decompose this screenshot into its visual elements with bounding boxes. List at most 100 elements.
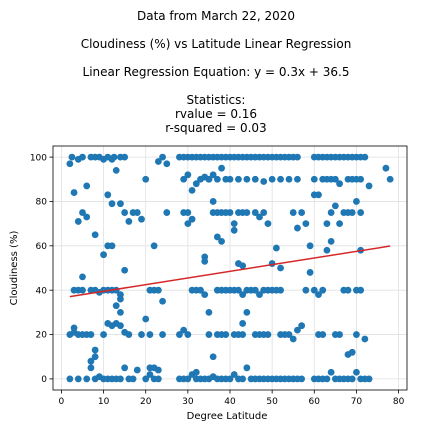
- data-point: [230, 371, 238, 378]
- data-point: [230, 220, 238, 228]
- y-axis-ticks: 0 20 40 60 80 100: [30, 153, 53, 385]
- data-point: [323, 375, 331, 383]
- data-point: [117, 308, 124, 316]
- data-point: [243, 209, 251, 216]
- data-point: [154, 375, 162, 383]
- data-point: [184, 171, 192, 179]
- data-point: [264, 331, 272, 338]
- data-point: [348, 209, 356, 216]
- data-point: [100, 251, 107, 259]
- data-point: [315, 291, 322, 299]
- data-point: [188, 186, 196, 194]
- data-point: [112, 167, 120, 174]
- data-point: [192, 368, 200, 376]
- data-point: [70, 189, 78, 196]
- data-point: [302, 220, 310, 228]
- data-point: [327, 368, 335, 376]
- data-point: [264, 220, 272, 228]
- regression-line-group: [69, 245, 391, 298]
- data-point: [361, 335, 369, 343]
- x-tick-label: 30: [182, 397, 194, 407]
- x-axis-label: Degree Latitude: [187, 411, 268, 422]
- data-point: [344, 286, 352, 294]
- data-point: [95, 153, 103, 161]
- data-point: [353, 198, 360, 205]
- x-axis-ticks: 0 10 20 30 40 50 60 70 80: [59, 390, 405, 407]
- data-point: [110, 153, 118, 161]
- data-point: [213, 175, 221, 183]
- data-point: [357, 209, 365, 216]
- data-point: [235, 286, 242, 294]
- data-point: [336, 180, 343, 188]
- data-point: [66, 375, 74, 383]
- data-point: [239, 375, 247, 383]
- data-point: [205, 175, 213, 183]
- data-point: [243, 364, 251, 372]
- data-point: [226, 209, 234, 216]
- data-point: [353, 331, 360, 338]
- data-point: [142, 175, 150, 183]
- data-point: [277, 175, 284, 183]
- data-point: [117, 291, 124, 299]
- data-point: [74, 375, 82, 383]
- data-point: [310, 175, 318, 183]
- data-point: [382, 164, 390, 172]
- data-point: [112, 302, 120, 310]
- data-point: [125, 331, 133, 338]
- data-point: [176, 331, 183, 338]
- data-point: [184, 375, 192, 383]
- data-point: [154, 158, 162, 165]
- x-tick-label: 0: [59, 397, 65, 407]
- data-point: [327, 237, 335, 245]
- y-tick-label: 100: [30, 153, 47, 163]
- data-point: [226, 375, 234, 383]
- data-point: [87, 357, 95, 365]
- data-point: [331, 202, 339, 210]
- data-point: [285, 175, 293, 183]
- data-point: [138, 215, 145, 223]
- x-tick-label: 10: [98, 397, 110, 407]
- data-point: [104, 191, 112, 199]
- data-point: [70, 286, 78, 294]
- chart-title-equation: Linear Regression Equation: y = 0.3x + 3…: [82, 65, 350, 79]
- chart-title-rvalue: rvalue = 0.16: [174, 107, 258, 121]
- data-point: [323, 220, 331, 228]
- data-point: [184, 209, 192, 216]
- data-point: [235, 175, 242, 183]
- scatter-points: [66, 153, 394, 383]
- data-point: [180, 175, 188, 183]
- data-point: [268, 175, 276, 183]
- data-point: [163, 209, 171, 216]
- data-point: [83, 182, 91, 190]
- data-point: [142, 375, 150, 383]
- data-point: [319, 286, 327, 294]
- data-point: [159, 153, 166, 161]
- chart-title-main: Cloudiness (%) vs Latitude Linear Regres…: [80, 37, 352, 51]
- data-point: [327, 209, 335, 216]
- data-point: [79, 153, 86, 161]
- chart-title-statistics: Statistics:: [186, 93, 246, 107]
- chart-title-block: Data from March 22, 2020 Cloudiness (%) …: [0, 9, 432, 135]
- data-point: [184, 331, 192, 338]
- data-point: [205, 331, 213, 338]
- data-point: [87, 331, 95, 338]
- data-point: [197, 286, 204, 294]
- x-tick-label: 50: [266, 397, 278, 407]
- data-point: [117, 375, 124, 383]
- data-point: [213, 209, 221, 216]
- data-point: [83, 375, 91, 383]
- data-point: [289, 335, 297, 343]
- regression-line: [69, 245, 391, 298]
- data-point: [159, 297, 166, 305]
- data-point: [298, 322, 306, 330]
- data-point: [298, 209, 306, 216]
- data-point: [272, 244, 280, 252]
- data-point: [146, 371, 154, 378]
- data-point: [294, 153, 301, 161]
- data-point: [239, 291, 247, 299]
- data-point: [184, 220, 192, 228]
- data-point: [91, 375, 99, 383]
- data-point: [188, 215, 196, 223]
- chart-title-date: Data from March 22, 2020: [136, 9, 296, 23]
